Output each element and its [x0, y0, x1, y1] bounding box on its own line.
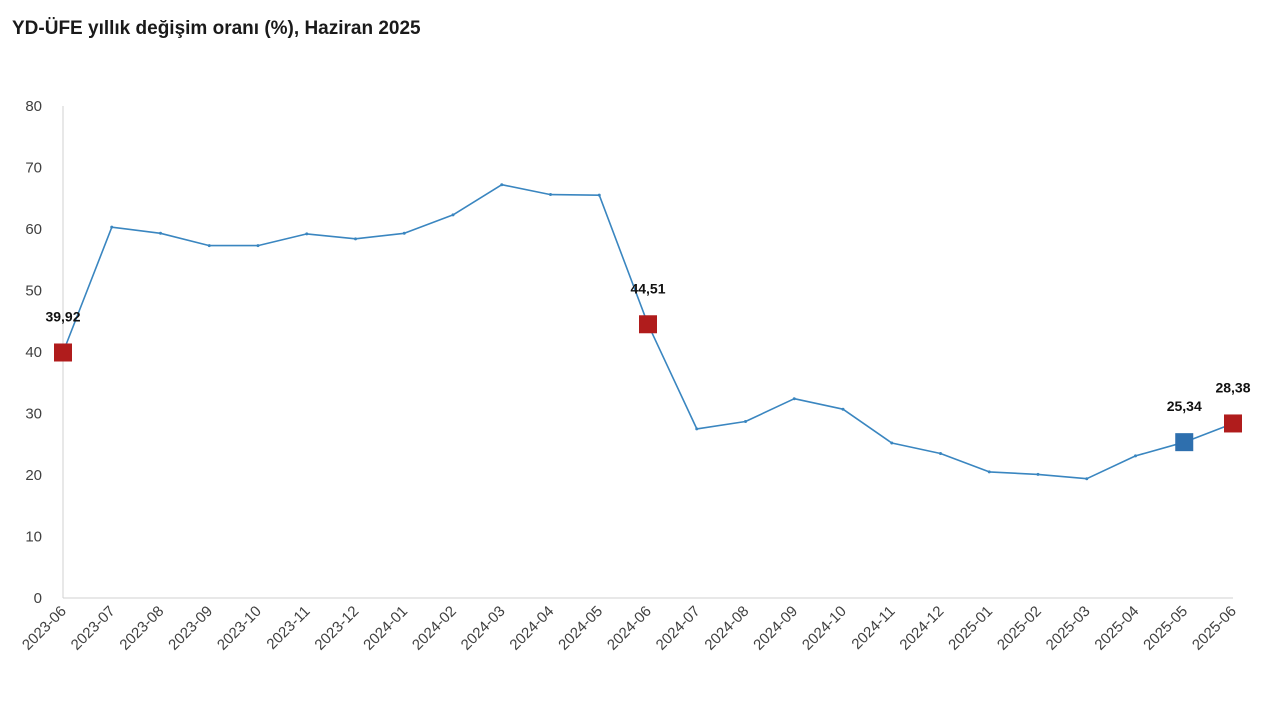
data-point-2024-12 [939, 451, 942, 455]
x-tick-label-2023-08: 2023-08 [116, 603, 167, 654]
data-point-2024-01 [402, 231, 406, 235]
data-point-2023-08 [159, 231, 162, 235]
data-point-2023-09 [207, 244, 211, 248]
x-tick-label-2025-04: 2025-04 [1091, 603, 1142, 654]
x-tick-label-2024-10: 2024-10 [799, 603, 850, 654]
y-tick-label-70: 70 [25, 160, 42, 177]
data-point-2025-02 [1036, 472, 1040, 476]
data-point-2025-04 [1134, 454, 1137, 458]
x-tick-label-2024-06: 2024-06 [604, 603, 655, 654]
y-tick-label-40: 40 [25, 344, 42, 361]
data-label-2025-05: 25,34 [1167, 398, 1202, 414]
data-point-2024-09 [792, 397, 796, 401]
x-tick-label-2024-12: 2024-12 [896, 603, 947, 654]
x-tick-label-2024-05: 2024-05 [555, 603, 606, 654]
y-tick-label-30: 30 [25, 406, 42, 423]
data-point-2025-03 [1085, 477, 1089, 481]
x-tick-label-2024-01: 2024-01 [360, 603, 411, 654]
x-tick-label-2024-02: 2024-02 [409, 603, 460, 654]
x-tick-label-2024-03: 2024-03 [458, 603, 509, 654]
x-tick-label-2023-06: 2023-06 [19, 603, 70, 654]
y-tick-label-60: 60 [25, 221, 42, 238]
highlight-marker-2024-06 [639, 315, 657, 334]
data-label-2025-06: 28,38 [1215, 379, 1250, 395]
y-tick-label-20: 20 [25, 467, 42, 484]
x-tick-label-2024-11: 2024-11 [848, 603, 898, 653]
x-tick-label-2025-03: 2025-03 [1043, 603, 1094, 654]
x-tick-label-2025-05: 2025-05 [1140, 603, 1191, 654]
data-label-2024-06: 44,51 [630, 280, 665, 296]
x-tick-label-2023-11: 2023-11 [263, 603, 313, 653]
x-tick-label-2024-04: 2024-04 [506, 603, 557, 654]
x-tick-label-2023-09: 2023-09 [165, 603, 216, 654]
chart-title: YD-ÜFE yıllık değişim oranı (%), Haziran… [12, 18, 421, 39]
data-point-2024-04 [549, 193, 552, 197]
data-point-2024-11 [890, 441, 894, 445]
y-tick-label-0: 0 [34, 590, 42, 607]
x-tick-label-2023-10: 2023-10 [214, 603, 265, 654]
data-point-2024-05 [597, 193, 601, 197]
data-point-2023-07 [110, 225, 114, 229]
x-tick-label-2025-06: 2025-06 [1189, 603, 1240, 654]
x-tick-label-2023-12: 2023-12 [311, 603, 362, 654]
data-label-2023-06: 39,92 [45, 308, 80, 324]
data-point-2023-11 [305, 232, 309, 236]
highlight-marker-2025-06 [1224, 414, 1242, 433]
data-point-2024-08 [744, 419, 747, 423]
y-tick-label-80: 80 [25, 98, 42, 115]
data-point-2024-02 [451, 213, 455, 217]
x-tick-label-2024-08: 2024-08 [701, 603, 752, 654]
x-tick-label-2024-07: 2024-07 [653, 603, 704, 654]
data-point-2024-03 [500, 183, 504, 187]
x-tick-label-2025-02: 2025-02 [994, 603, 1045, 654]
data-point-2023-10 [256, 244, 260, 248]
data-point-2025-01 [987, 470, 991, 474]
x-tick-label-2023-07: 2023-07 [68, 603, 119, 654]
highlight-marker-2025-05 [1175, 433, 1194, 452]
y-tick-label-10: 10 [25, 529, 42, 546]
highlight-marker-2023-06 [54, 343, 72, 362]
y-tick-label-50: 50 [25, 283, 42, 300]
data-point-2023-12 [354, 237, 357, 241]
x-tick-label-2025-01: 2025-01 [945, 603, 996, 654]
data-point-2024-10 [841, 407, 845, 411]
data-point-2024-07 [695, 427, 699, 431]
x-tick-label-2024-09: 2024-09 [750, 603, 801, 654]
